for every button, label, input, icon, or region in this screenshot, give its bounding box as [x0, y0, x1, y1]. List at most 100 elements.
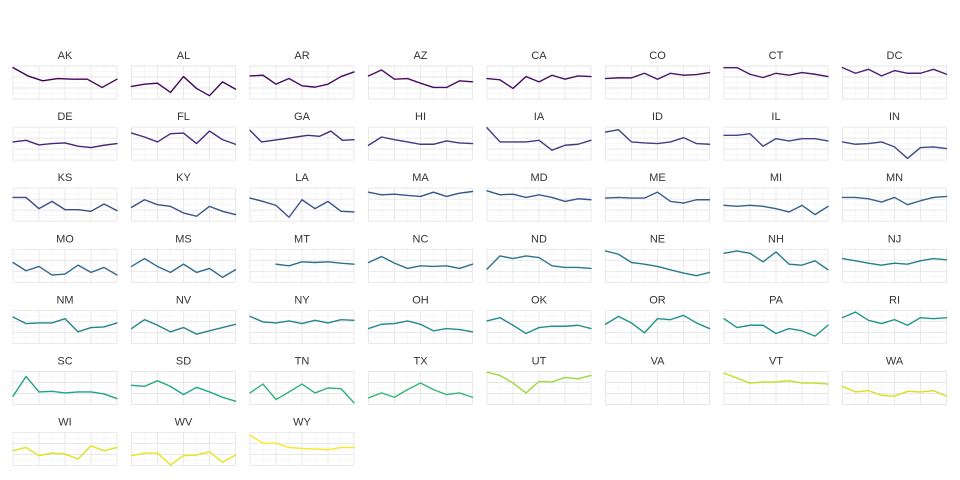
- panel-grid: [12, 65, 118, 100]
- panel-grid: [131, 248, 236, 283]
- series-line-ks: [12, 196, 118, 212]
- series-line-la: [249, 197, 355, 218]
- panel-title-ok: OK: [531, 294, 548, 306]
- panel-title-mt: MT: [294, 233, 310, 245]
- panel-ca: CA: [486, 50, 592, 100]
- panel-title-ma: MA: [412, 172, 429, 184]
- panel-grid: [486, 248, 592, 283]
- series-line-or: [604, 314, 711, 334]
- panel-md: MD: [486, 172, 592, 222]
- panel-grid: [723, 187, 829, 222]
- panel-title-sd: SD: [176, 356, 191, 368]
- series-line-wy: [249, 434, 355, 451]
- panel-ri: RI: [841, 294, 948, 344]
- panel-grid: [249, 187, 355, 222]
- panel-grid: [131, 126, 236, 161]
- series-line-al: [130, 75, 237, 97]
- series-line-pa: [723, 317, 829, 337]
- series-line-wi: [12, 445, 118, 460]
- panel-grid: [723, 65, 829, 100]
- panel-grid: [249, 65, 355, 100]
- panel-la: LA: [249, 172, 355, 222]
- panel-nc: NC: [367, 233, 474, 283]
- series-line-ga: [249, 129, 355, 143]
- panel-title-hi: HI: [415, 111, 426, 123]
- panel-sc: SC: [12, 356, 118, 405]
- panel-title-md: MD: [530, 172, 547, 184]
- panel-title-id: ID: [652, 111, 663, 123]
- panel-tn: TN: [249, 356, 355, 405]
- panel-title-or: OR: [649, 294, 666, 306]
- panel-dc: DC: [841, 50, 948, 100]
- panel-nd: ND: [486, 233, 592, 283]
- panel-grid: [486, 65, 592, 100]
- panel-grid: [12, 248, 118, 283]
- panel-title-ri: RI: [889, 294, 900, 306]
- series-line-ky: [130, 199, 237, 217]
- panel-hi: HI: [367, 111, 474, 161]
- panel-grid: [368, 371, 473, 405]
- panel-title-nv: NV: [176, 294, 192, 306]
- series-line-ma: [367, 190, 474, 198]
- panel-nv: NV: [130, 294, 237, 344]
- panel-title-sc: SC: [57, 356, 72, 368]
- panel-ma: MA: [367, 172, 474, 222]
- panel-mt: MT: [249, 233, 355, 283]
- panel-title-ak: AK: [58, 50, 73, 62]
- series-line-ar: [249, 71, 355, 88]
- panel-title-mo: MO: [56, 233, 74, 245]
- panel-title-ky: KY: [176, 172, 191, 184]
- panel-grid: [368, 187, 473, 222]
- panel-ny: NY: [249, 294, 355, 344]
- series-line-az: [367, 69, 474, 89]
- series-line-tn: [249, 383, 355, 404]
- series-line-md: [486, 190, 592, 203]
- panel-title-nc: NC: [413, 233, 429, 245]
- panel-mn: MN: [841, 172, 948, 222]
- panel-grid: [842, 371, 947, 405]
- panel-il: IL: [723, 111, 829, 161]
- panel-grid: [249, 432, 355, 467]
- panel-pa: PA: [723, 294, 829, 344]
- panel-title-wy: WY: [293, 417, 311, 429]
- panel-wi: WI: [12, 417, 118, 467]
- panel-title-nj: NJ: [888, 233, 901, 245]
- panel-title-ca: CA: [531, 50, 547, 62]
- series-line-ne: [604, 250, 711, 277]
- panel-title-in: IN: [889, 111, 900, 123]
- panel-va: VA: [605, 356, 710, 405]
- series-line-sc: [12, 375, 118, 400]
- panel-title-ne: NE: [650, 233, 665, 245]
- panel-wa: WA: [841, 356, 948, 405]
- panel-title-wi: WI: [58, 417, 71, 429]
- panel-grid: [368, 248, 473, 283]
- panel-grid: [605, 187, 710, 222]
- panel-title-ar: AR: [294, 50, 309, 62]
- panel-ky: KY: [130, 172, 237, 222]
- panel-title-la: LA: [295, 172, 309, 184]
- series-line-ny: [249, 315, 355, 325]
- panel-ia: IA: [486, 111, 592, 161]
- panel-oh: OH: [367, 294, 474, 344]
- panel-fl: FL: [130, 111, 237, 161]
- panel-grid: [131, 65, 236, 100]
- panel-co: CO: [604, 50, 711, 100]
- series-line-ak: [12, 66, 118, 89]
- panel-grid: [131, 432, 236, 467]
- panel-grid: [131, 371, 236, 405]
- series-line-ut: [486, 371, 592, 394]
- panel-grid: [605, 371, 710, 405]
- series-line-ct: [723, 66, 829, 79]
- panel-ms: MS: [130, 233, 237, 283]
- panel-nm: NM: [12, 294, 118, 344]
- panel-title-va: VA: [651, 356, 666, 368]
- panel-ks: KS: [12, 172, 118, 222]
- series-line-tx: [367, 382, 474, 399]
- panel-title-tx: TX: [413, 356, 428, 368]
- panel-grid: [486, 371, 592, 405]
- panel-grid: [605, 65, 710, 100]
- panel-grid: [723, 248, 829, 283]
- panel-me: ME: [604, 172, 711, 222]
- panel-title-wv: WV: [175, 417, 193, 429]
- panel-in: IN: [841, 111, 948, 161]
